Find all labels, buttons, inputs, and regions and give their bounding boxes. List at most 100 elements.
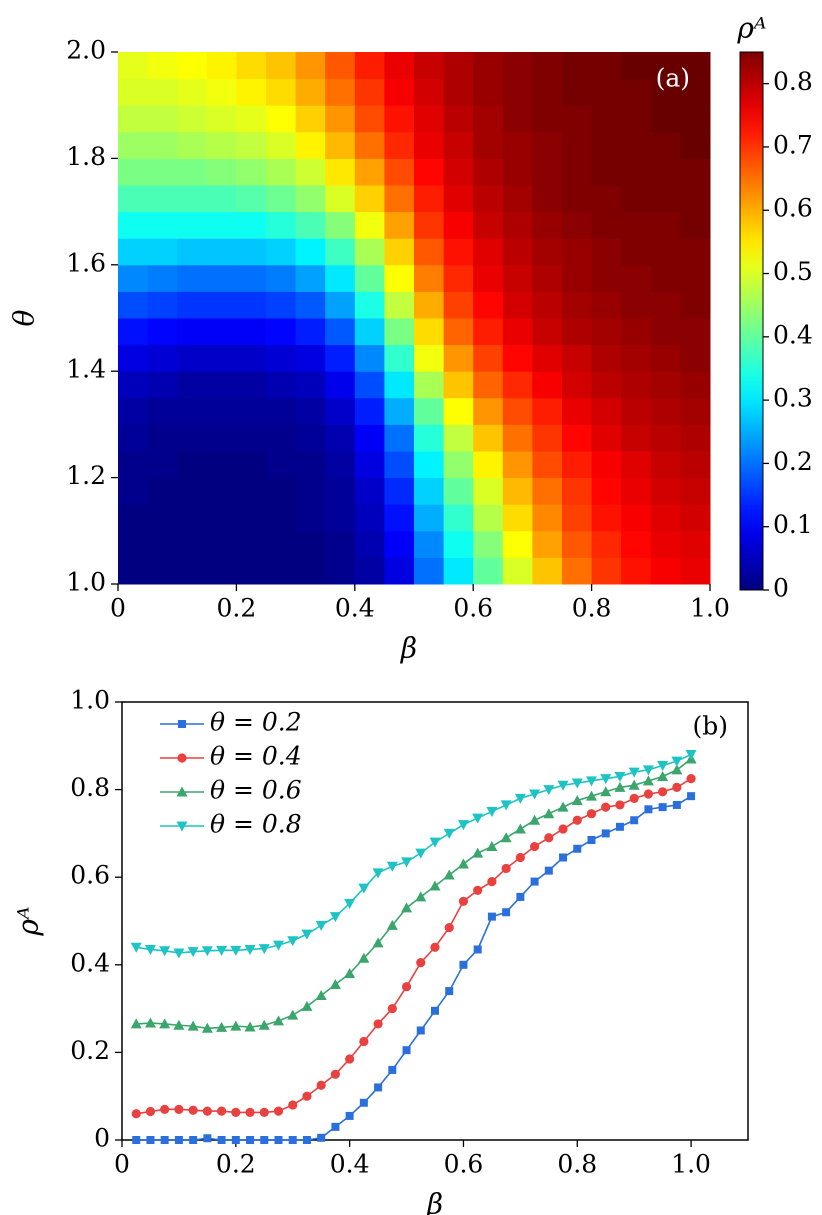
- marker: [529, 789, 541, 800]
- heatmap-cell: [384, 185, 415, 213]
- heatmap-cell: [236, 131, 267, 159]
- x-tick-label: 1.0: [690, 594, 730, 623]
- marker: [430, 942, 440, 952]
- heatmap-cell: [118, 530, 149, 558]
- heatmap-cell: [591, 158, 622, 186]
- heatmap-cell: [414, 158, 445, 186]
- heatmap-cell: [532, 504, 563, 532]
- heatmap-cell: [621, 318, 652, 346]
- heatmap-cell: [206, 371, 237, 399]
- heatmap-cell: [147, 371, 178, 399]
- heatmap-cell: [621, 185, 652, 213]
- heatmap-cell: [295, 557, 326, 585]
- colorbar-tick-label: 0: [773, 574, 789, 603]
- heatmap-cell: [414, 78, 445, 106]
- heatmap-cell: [650, 291, 681, 319]
- marker: [374, 1083, 383, 1092]
- marker: [671, 756, 683, 767]
- marker: [144, 1017, 156, 1028]
- marker: [288, 1100, 298, 1110]
- marker: [230, 1020, 242, 1031]
- marker: [445, 987, 454, 996]
- marker: [388, 1065, 397, 1074]
- heatmap-cell: [384, 52, 415, 80]
- heatmap-cell: [147, 344, 178, 372]
- heatmap-cell: [206, 344, 237, 372]
- heatmap-cell: [532, 238, 563, 266]
- heatmap-cell: [621, 211, 652, 239]
- heatmap-cell: [325, 52, 356, 80]
- heatmap-cell: [650, 557, 681, 585]
- marker: [486, 841, 498, 852]
- heatmap-cell: [295, 52, 326, 80]
- heatmap-cell: [354, 530, 385, 558]
- marker: [401, 982, 412, 992]
- heatmap-cell: [414, 291, 445, 319]
- heatmap-cell: [118, 344, 149, 372]
- heatmap-cell: [473, 477, 504, 505]
- marker: [202, 1106, 212, 1116]
- heatmap-cell: [147, 318, 178, 346]
- heatmap-cell: [266, 451, 297, 479]
- heatmap-cell: [118, 371, 149, 399]
- heatmap-cell: [236, 477, 267, 505]
- heatmap-cell: [177, 504, 208, 532]
- marker: [345, 1111, 354, 1120]
- heatmap-cell: [443, 318, 474, 346]
- heatmap-cell: [147, 238, 178, 266]
- heatmap-cell: [502, 264, 533, 292]
- heatmap-cell: [591, 131, 622, 159]
- heatmap-cell: [473, 238, 504, 266]
- heatmap-cell: [591, 371, 622, 399]
- marker: [216, 1021, 228, 1032]
- heatmap-cell: [266, 397, 297, 425]
- colorbar-tick-label: 0.6: [773, 194, 813, 223]
- heatmap-cell: [354, 291, 385, 319]
- heatmap-cell: [236, 211, 267, 239]
- heatmap-cell: [502, 557, 533, 585]
- heatmap-cell: [206, 424, 237, 452]
- marker: [615, 822, 624, 831]
- heatmap-cell: [443, 291, 474, 319]
- marker: [130, 942, 142, 953]
- heatmap-cell: [177, 530, 208, 558]
- marker: [416, 958, 426, 968]
- heatmap-cell: [147, 557, 178, 585]
- heatmap-cell: [502, 52, 533, 80]
- marker: [415, 848, 427, 859]
- heatmap-cell: [325, 477, 356, 505]
- x-tick-label: 0: [110, 594, 126, 623]
- heatmap-cell: [177, 344, 208, 372]
- marker: [132, 1136, 141, 1144]
- heatmap-cell: [118, 504, 149, 532]
- heatmap-cell: [177, 238, 208, 266]
- marker: [672, 800, 681, 809]
- marker: [457, 858, 469, 869]
- heatmap-cell: [354, 211, 385, 239]
- marker: [671, 764, 683, 775]
- heatmap-cell: [236, 238, 267, 266]
- heatmap-cell: [680, 477, 711, 505]
- marker: [187, 1020, 199, 1031]
- heatmap-cell: [621, 530, 652, 558]
- heatmap-cell: [473, 344, 504, 372]
- heatmap-cell: [325, 530, 356, 558]
- marker: [244, 944, 256, 955]
- heatmap-cell: [591, 238, 622, 266]
- x-tick-label: 0.8: [572, 594, 612, 623]
- marker: [601, 829, 610, 838]
- heatmap-cell: [147, 131, 178, 159]
- heatmap-cell: [562, 504, 593, 532]
- heatmap-cell: [266, 105, 297, 133]
- heatmap-cell: [650, 451, 681, 479]
- marker: [317, 1133, 326, 1142]
- heatmap-cell: [591, 557, 622, 585]
- heatmap-cell: [650, 318, 681, 346]
- heatmap-cell: [236, 318, 267, 346]
- heatmap-cell: [502, 424, 533, 452]
- heatmap-cell: [443, 504, 474, 532]
- heatmap-cell: [621, 131, 652, 159]
- heatmap-cell: [591, 185, 622, 213]
- heatmap-cell: [295, 344, 326, 372]
- colorbar-tick-label: 0.2: [773, 447, 813, 476]
